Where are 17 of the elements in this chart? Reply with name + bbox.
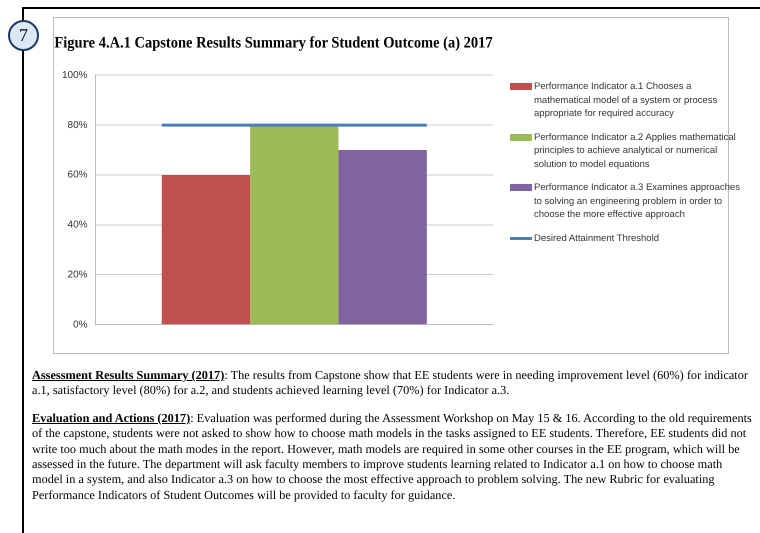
y-tick-label: 80%: [68, 120, 88, 131]
text: Assessment Results Summary (2017): The results from Capstone show that EE students were in needing improvement level (60%) for indicator a.1, satisfactory level (80%) for a.2, and students achieved learning level (70%) for Indicator a.3.: [32, 368, 749, 399]
text: 7: [8, 20, 39, 51]
legend-label: Performance Indicator a.1 Chooses a mathematical model of a system or process appropriate for required accuracy: [533, 80, 718, 120]
legend-label: Performance Indicator a.2 Applies mathematical principles to achieve analytical or numerical solution to model equations: [533, 130, 737, 171]
y-tick-label: 0%: [73, 319, 88, 330]
text: Evaluation and Actions (2017): Evaluation was performed during the Assessment Workshop on May 15 & 16. According to the old requirements of the capstone, students were not asked to show how to choose math models in the tasks assigned to EE students. Therefore, EE students did not write too much about the math modes in the report. However, math models are required in some other courses in the EE program, which will be assessed in the future. The department will ask faculty members to improve students learning related to Indicator a.1 on how to choose math model in a system, and also Indicator a.3 on how to choose the most effective approach to problem solving. The new Rubric for evaluating Performance Indicators of Student Outcomes will be provided to faculty for guidance.: [32, 410, 753, 504]
y-tick-label: 20%: [68, 269, 88, 280]
bar: [338, 150, 427, 324]
y-tick-label: 60%: [68, 170, 88, 181]
legend-label: Desired Attainment Threshold: [533, 232, 660, 245]
chart-title: Figure 4.A.1 Capstone Results Summary for Student Outcome (a) 2017: [54, 34, 493, 52]
bar: [162, 174, 250, 324]
bar: [250, 125, 338, 324]
legend-label: Performance Indicator a.3 Examines approaches to solving an engineering problem in order to choose the more effective approach: [533, 181, 740, 222]
y-tick-label: 40%: [68, 220, 88, 231]
y-tick-label: 100%: [62, 70, 88, 81]
